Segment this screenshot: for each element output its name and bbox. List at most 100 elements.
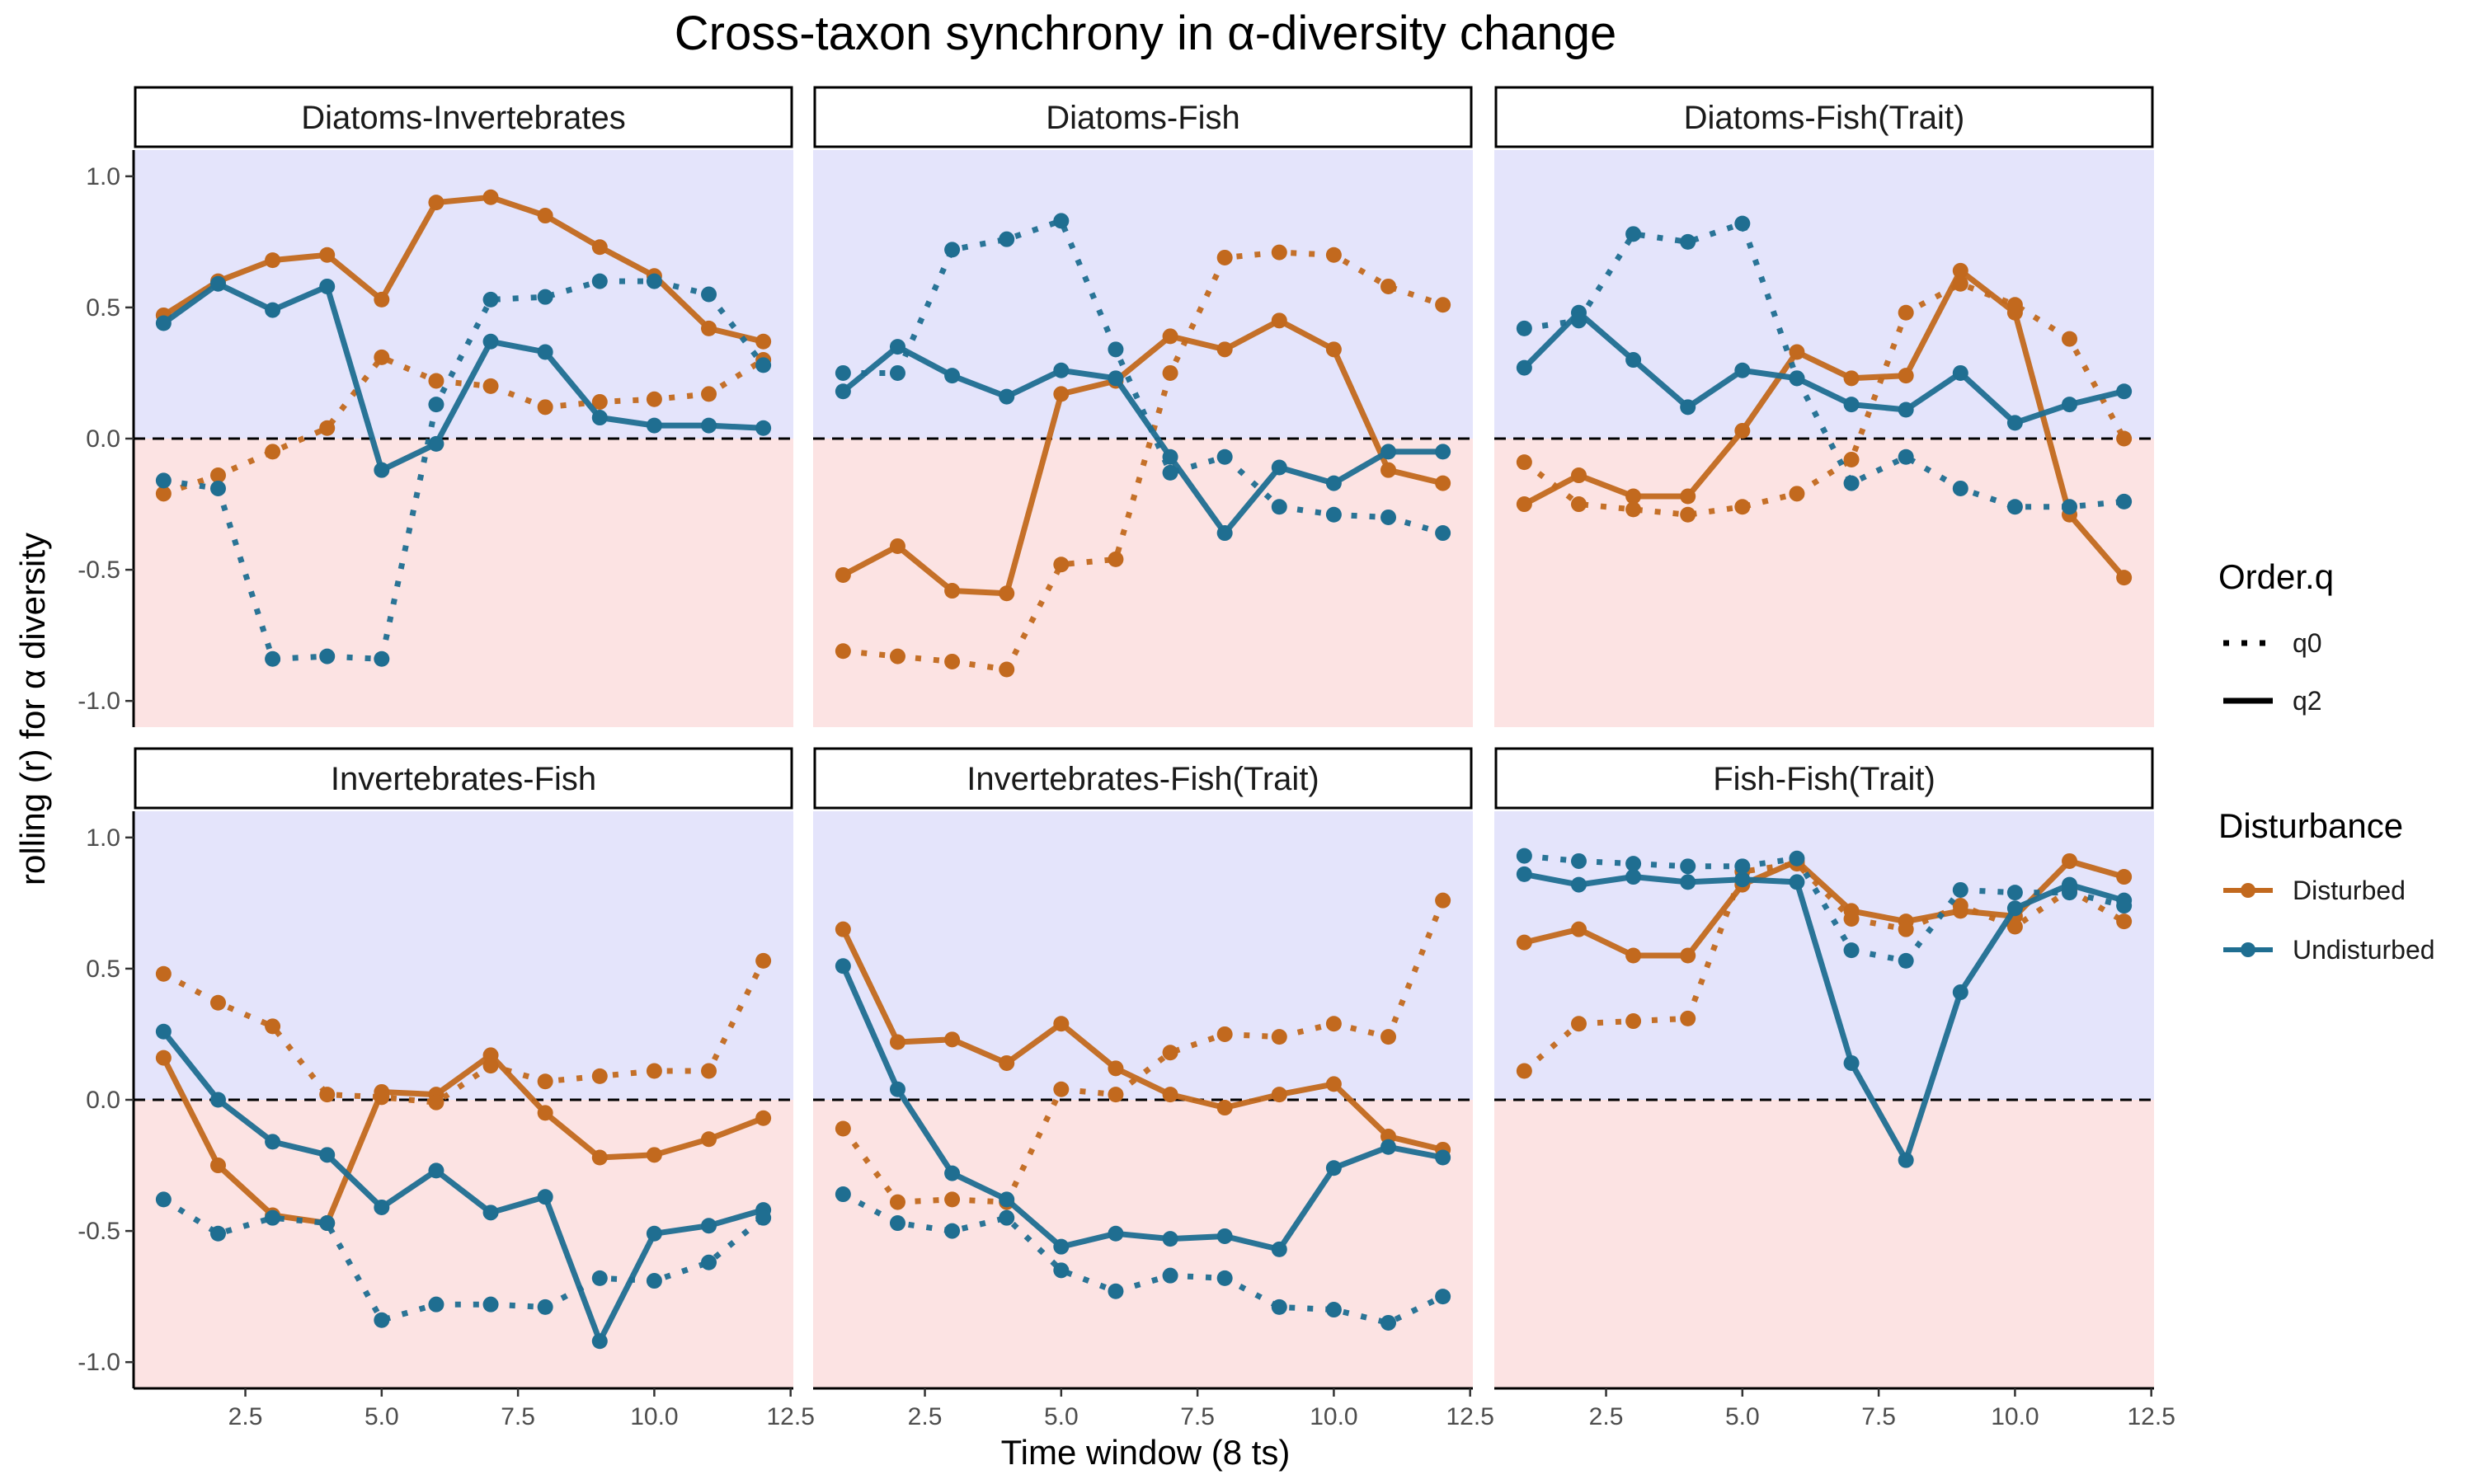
data-point xyxy=(1625,352,1642,369)
data-point xyxy=(482,333,499,350)
data-point xyxy=(155,1191,172,1208)
legend-undisturbed-point xyxy=(2241,942,2255,957)
data-point xyxy=(1053,556,1070,573)
data-point xyxy=(1570,876,1587,893)
data-point xyxy=(999,231,1015,247)
data-point xyxy=(1108,341,1124,358)
data-point xyxy=(835,958,851,974)
data-point xyxy=(701,386,717,402)
data-point xyxy=(428,1162,444,1179)
negative-band xyxy=(813,439,1473,727)
data-point xyxy=(374,291,390,308)
series-line-disturbed-q2 xyxy=(840,928,1444,1153)
data-point xyxy=(2062,852,2078,869)
data-point xyxy=(1435,525,1451,542)
data-point xyxy=(591,393,608,410)
data-point xyxy=(1216,249,1233,265)
data-point xyxy=(1680,399,1696,416)
data-point xyxy=(1271,499,1287,515)
data-point xyxy=(2116,869,2133,885)
data-point xyxy=(2006,499,2023,515)
data-point xyxy=(1325,1016,1342,1032)
data-point xyxy=(646,1273,662,1289)
data-point xyxy=(1053,1016,1070,1032)
data-point xyxy=(646,273,662,289)
legend-undisturbed-label: Undisturbed xyxy=(2293,935,2435,965)
data-point xyxy=(1162,1045,1178,1061)
data-point xyxy=(646,391,662,407)
data-point xyxy=(1162,1267,1178,1284)
data-point xyxy=(1053,213,1070,229)
data-point xyxy=(1162,364,1178,381)
facet-panels: Diatoms-Invertebrates-1.0-0.50.00.51.0Di… xyxy=(78,86,2175,1430)
data-point xyxy=(701,320,717,336)
series-line-disturbed-q2 xyxy=(1522,267,2127,580)
data-point xyxy=(2116,570,2133,586)
data-point xyxy=(1325,1302,1342,1318)
data-point xyxy=(319,1147,336,1163)
data-point xyxy=(591,1333,608,1350)
data-point xyxy=(155,486,172,502)
negative-band xyxy=(813,1100,1473,1388)
data-point xyxy=(2062,331,2078,347)
y-tick-label: 0.5 xyxy=(86,294,120,322)
positive-band xyxy=(1494,811,2154,1100)
data-point xyxy=(1271,459,1287,476)
legend-q0-label: q0 xyxy=(2293,628,2322,658)
data-point xyxy=(1053,1238,1070,1255)
series-line-disturbed-q2 xyxy=(162,194,764,345)
data-point xyxy=(2062,499,2078,515)
data-point xyxy=(835,566,851,583)
x-tick-label: 7.5 xyxy=(1180,1403,1215,1430)
legend-order-title: Order.q xyxy=(2218,557,2334,596)
data-point xyxy=(482,291,499,308)
data-point xyxy=(1325,506,1342,523)
data-point xyxy=(428,435,444,452)
positive-band xyxy=(813,811,1473,1100)
data-point xyxy=(1898,368,1914,384)
data-point xyxy=(591,273,608,289)
legend-disturbance-title: Disturbance xyxy=(2218,806,2403,845)
data-point xyxy=(1843,397,1860,413)
data-point xyxy=(944,1031,961,1048)
data-point xyxy=(209,994,226,1011)
data-point xyxy=(155,965,172,982)
data-point xyxy=(646,1063,662,1079)
data-point xyxy=(1789,850,1805,866)
data-point xyxy=(1271,1029,1287,1045)
facet-strip-title: Invertebrates-Fish(Trait) xyxy=(967,761,1319,797)
data-point xyxy=(1435,444,1451,460)
data-point xyxy=(1625,488,1642,505)
data-point xyxy=(1053,386,1070,402)
data-point xyxy=(1625,226,1642,242)
data-point xyxy=(1271,1241,1287,1257)
negative-band xyxy=(134,439,793,727)
data-point xyxy=(1108,551,1124,567)
data-point xyxy=(1053,362,1070,378)
data-point xyxy=(755,1110,772,1126)
data-point xyxy=(265,1134,281,1150)
data-point xyxy=(2116,913,2133,930)
data-point xyxy=(1789,344,1805,360)
data-point xyxy=(889,1081,905,1097)
data-point xyxy=(1516,454,1532,471)
data-point xyxy=(1789,370,1805,387)
legend: Order.q q0 q2 Disturbance Disturbed Undi… xyxy=(2218,557,2435,965)
data-point xyxy=(1570,1016,1587,1032)
data-point xyxy=(1053,1262,1070,1279)
data-point xyxy=(1898,304,1914,321)
data-point xyxy=(1216,1228,1233,1244)
data-point xyxy=(428,373,444,389)
data-point xyxy=(482,189,499,205)
data-point xyxy=(835,1120,851,1137)
data-point xyxy=(2006,900,2023,917)
data-point xyxy=(889,1034,905,1050)
data-point xyxy=(701,1254,717,1270)
data-point xyxy=(835,1186,851,1203)
data-point xyxy=(1898,1152,1914,1168)
facet-strip xyxy=(134,86,793,148)
data-point xyxy=(944,368,961,384)
data-point xyxy=(1435,1149,1451,1166)
data-point xyxy=(1516,866,1532,882)
data-point xyxy=(646,1147,662,1163)
